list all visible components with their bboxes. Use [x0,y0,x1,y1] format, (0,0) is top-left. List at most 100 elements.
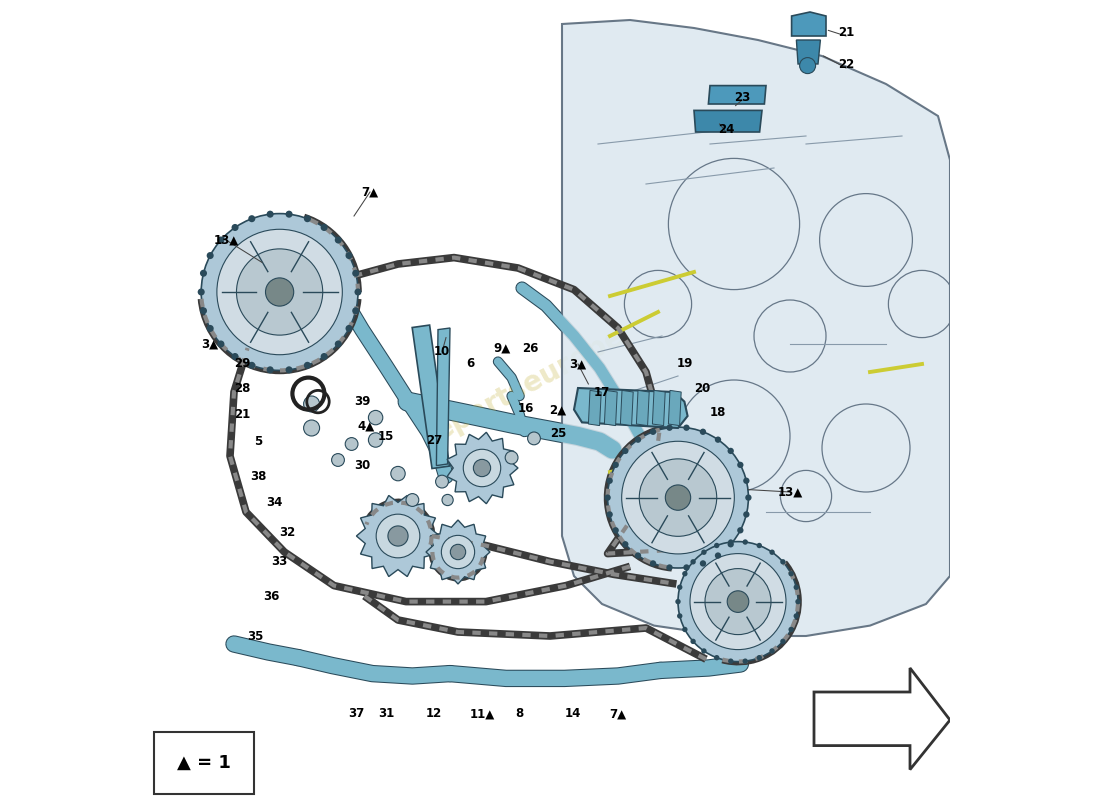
Circle shape [701,648,706,654]
Text: 6: 6 [466,358,474,370]
Circle shape [473,459,491,477]
Polygon shape [708,86,766,104]
Text: 10: 10 [433,346,450,358]
Circle shape [650,429,657,435]
Circle shape [528,432,540,445]
Circle shape [304,215,311,222]
Circle shape [621,442,735,554]
Circle shape [249,362,255,369]
Circle shape [690,554,786,650]
Polygon shape [669,390,681,426]
Text: 31: 31 [378,707,394,720]
Circle shape [678,542,798,662]
Circle shape [334,237,342,243]
Circle shape [218,341,224,347]
Circle shape [639,459,717,536]
Circle shape [727,541,734,547]
Text: 7▲: 7▲ [362,186,378,198]
Circle shape [450,544,465,560]
Circle shape [463,450,500,486]
Circle shape [390,466,405,481]
Circle shape [304,396,320,412]
Circle shape [218,237,224,243]
Circle shape [691,638,696,644]
Circle shape [331,454,344,466]
Text: 26: 26 [521,342,538,354]
Text: 30: 30 [354,459,370,472]
Circle shape [635,552,641,558]
Circle shape [737,527,744,534]
Circle shape [198,289,205,295]
Text: 5: 5 [254,435,262,448]
Circle shape [793,614,799,618]
Text: 13▲: 13▲ [778,486,803,498]
Text: 2▲: 2▲ [549,403,566,416]
Circle shape [666,485,691,510]
Circle shape [675,599,681,604]
Circle shape [789,626,794,632]
Circle shape [604,494,611,501]
Circle shape [606,511,613,518]
Text: 13▲: 13▲ [213,234,239,246]
Circle shape [320,353,328,360]
Circle shape [441,535,474,569]
Polygon shape [356,495,440,577]
Text: 29: 29 [234,358,250,370]
Text: 11▲: 11▲ [470,707,495,720]
Circle shape [613,527,619,534]
Text: 24: 24 [718,123,734,136]
Circle shape [737,462,744,468]
Circle shape [780,559,785,565]
Text: 21: 21 [234,408,250,421]
Circle shape [715,437,722,443]
Circle shape [505,451,518,464]
Circle shape [217,230,342,354]
Polygon shape [652,390,666,426]
Text: 25: 25 [550,427,566,440]
Polygon shape [426,520,490,584]
Circle shape [714,655,719,661]
Circle shape [613,462,619,468]
Polygon shape [437,328,450,466]
Circle shape [727,590,749,613]
Text: 34: 34 [266,496,283,509]
Circle shape [795,599,801,604]
Circle shape [201,214,358,370]
Text: epartseurope: epartseurope [430,322,629,446]
Circle shape [700,560,706,566]
Circle shape [388,526,408,546]
Circle shape [744,511,749,518]
Circle shape [265,278,294,306]
Polygon shape [412,325,450,469]
Circle shape [345,252,352,259]
Text: 28: 28 [234,382,250,394]
Circle shape [406,494,419,506]
Circle shape [769,550,774,555]
Circle shape [793,585,799,590]
Circle shape [207,252,213,259]
Circle shape [266,366,274,374]
Circle shape [789,571,794,577]
Circle shape [728,658,734,664]
Text: 3▲: 3▲ [201,338,219,350]
Circle shape [676,585,682,590]
Circle shape [715,552,722,558]
Circle shape [207,325,213,332]
Circle shape [352,270,360,277]
Polygon shape [796,40,821,64]
Circle shape [742,539,748,545]
Circle shape [623,448,628,454]
Text: 4▲: 4▲ [358,419,375,432]
Circle shape [682,626,688,632]
Circle shape [757,655,762,661]
Circle shape [236,249,322,335]
Circle shape [623,541,628,547]
Circle shape [700,429,706,435]
Circle shape [667,425,673,431]
Circle shape [436,475,449,488]
Text: 37: 37 [349,707,364,720]
Circle shape [334,341,342,347]
Circle shape [742,658,748,664]
Text: 16: 16 [518,402,535,414]
Circle shape [607,427,748,568]
